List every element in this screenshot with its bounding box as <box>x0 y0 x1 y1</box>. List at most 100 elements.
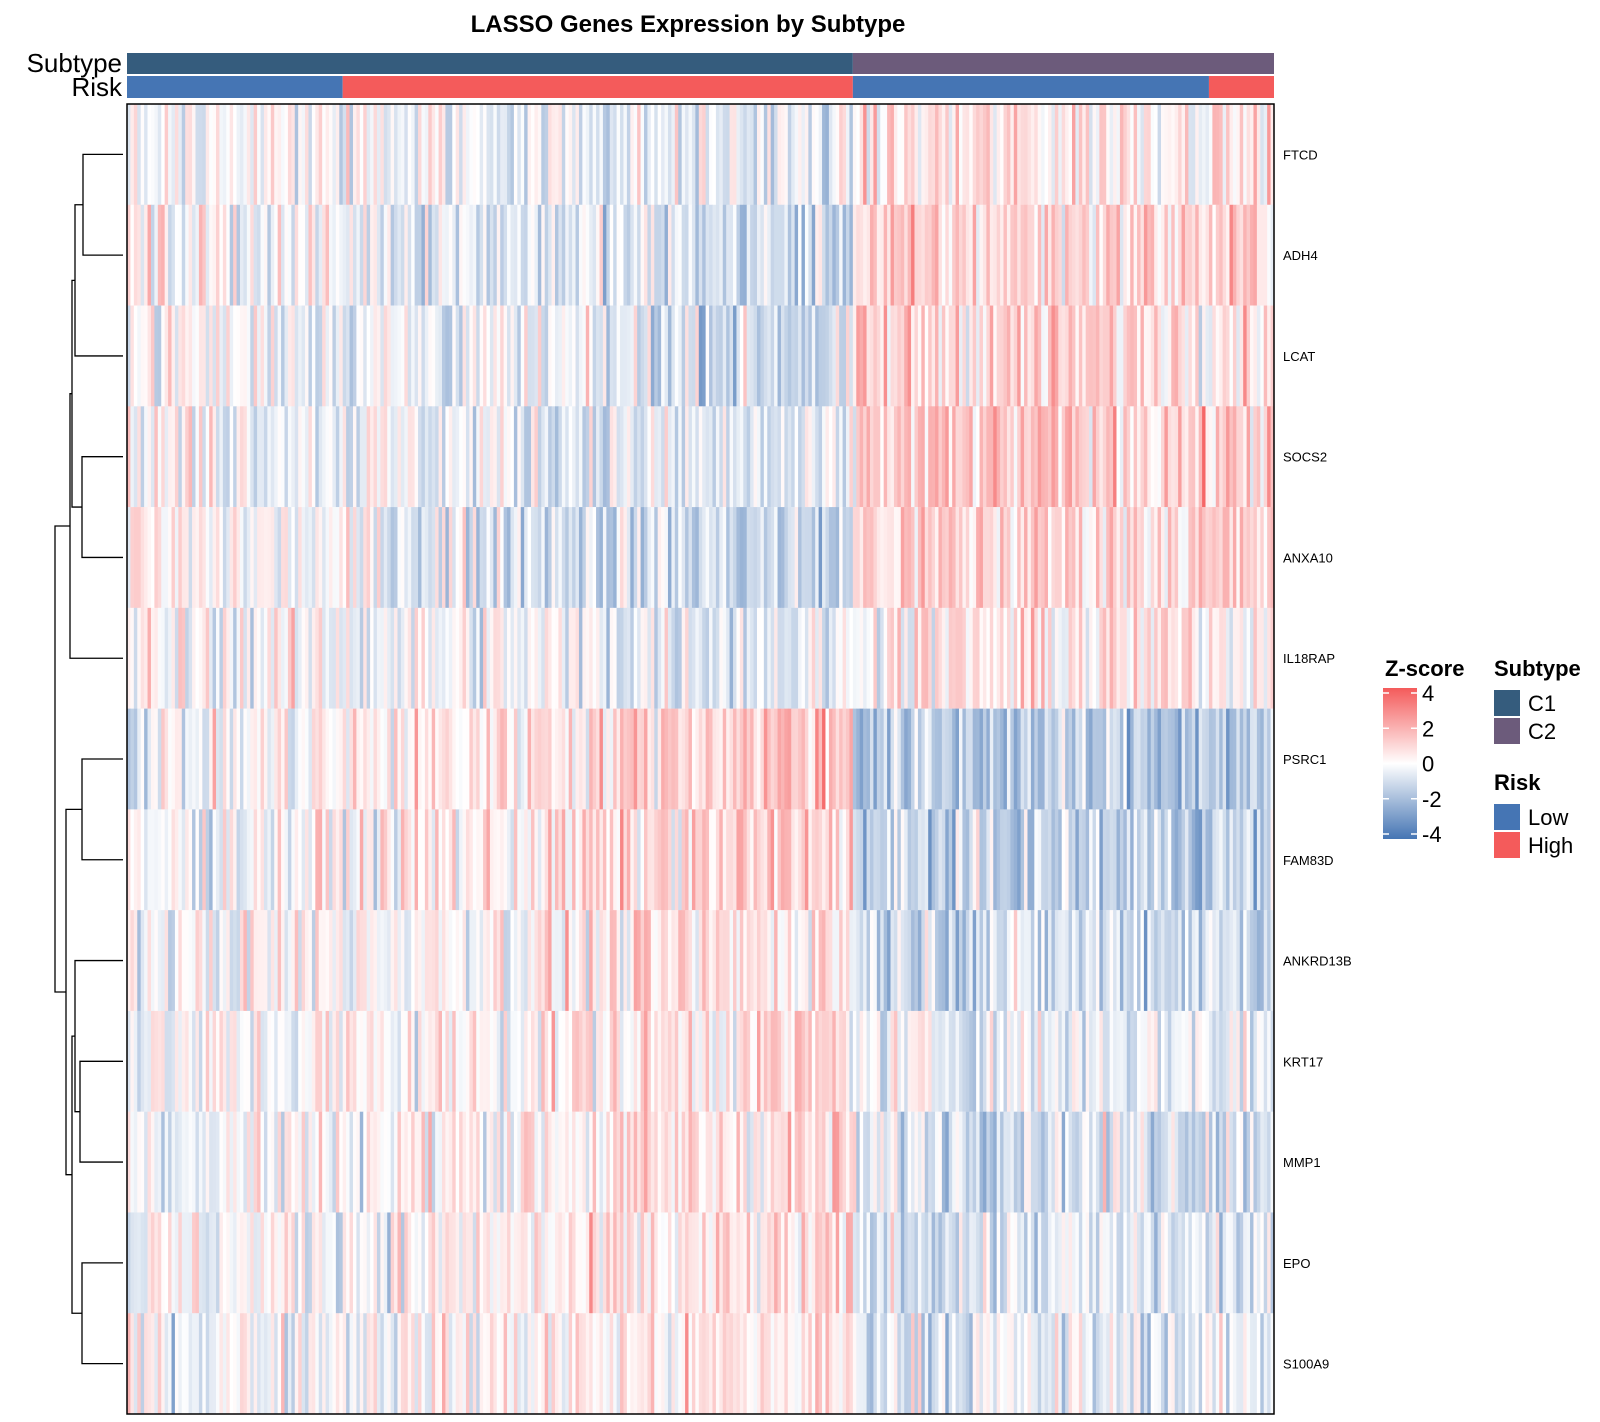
heatmap-cell <box>479 708 484 810</box>
heatmap-cell <box>876 507 881 609</box>
heatmap-cell <box>709 607 713 709</box>
heatmap-cell <box>626 1212 631 1314</box>
heatmap-cell <box>1181 507 1186 609</box>
heatmap-cell <box>239 305 244 407</box>
heatmap-cell <box>1171 507 1176 609</box>
heatmap-cell <box>787 104 792 205</box>
heatmap-cell <box>750 809 754 911</box>
heatmap-cell <box>544 305 549 407</box>
heatmap-cell <box>524 204 528 306</box>
heatmap-cell <box>1020 507 1025 609</box>
heatmap-cell <box>404 910 409 1012</box>
heatmap-cell <box>1232 607 1237 709</box>
heatmap-cell <box>287 809 292 911</box>
heatmap-cell <box>982 708 987 810</box>
heatmap-cell <box>483 1212 487 1314</box>
heatmap-cell <box>140 1010 145 1112</box>
heatmap-cell <box>856 305 861 407</box>
heatmap-cell <box>777 607 782 709</box>
heatmap-cell <box>893 406 898 508</box>
heatmap-cell <box>774 910 778 1012</box>
heatmap-cell <box>277 204 282 306</box>
heatmap-cell <box>661 305 665 407</box>
heatmap-cell <box>1195 507 1200 609</box>
heatmap-cell <box>911 607 915 709</box>
heatmap-cell <box>140 1111 145 1213</box>
heatmap-cell <box>972 104 977 205</box>
heatmap-cell <box>945 406 950 508</box>
heatmap-cell <box>623 406 628 508</box>
heatmap-cell <box>808 607 813 709</box>
heatmap-cell <box>202 1313 207 1415</box>
heatmap-cell <box>554 607 559 709</box>
heatmap-cell <box>263 305 268 407</box>
heatmap-cell <box>435 204 439 306</box>
heatmap-cell <box>1198 1111 1203 1213</box>
heatmap-cell <box>1250 910 1254 1012</box>
heatmap-cell <box>589 104 594 205</box>
heatmap-cell <box>229 1313 234 1415</box>
heatmap-cell <box>1198 1010 1203 1112</box>
heatmap-cell <box>719 910 724 1012</box>
heatmap-cell <box>1113 1010 1117 1112</box>
heatmap-cell <box>722 305 727 407</box>
heatmap-cell <box>1013 305 1018 407</box>
heatmap-cell <box>400 1010 405 1112</box>
heatmap-cell <box>127 204 131 306</box>
heatmap-cell <box>178 507 183 609</box>
heatmap-cell <box>982 607 987 709</box>
heatmap-cell <box>435 1111 439 1213</box>
heatmap-cell <box>596 910 600 1012</box>
heatmap-cell <box>746 305 751 407</box>
heatmap-cell <box>1191 1212 1196 1314</box>
heatmap-cell <box>770 1010 775 1112</box>
heatmap-cell <box>455 507 460 609</box>
heatmap-cell <box>181 204 186 306</box>
heatmap-cell <box>1202 507 1206 609</box>
heatmap-cell <box>294 1010 299 1112</box>
heatmap-cell <box>941 305 946 407</box>
heatmap-cell <box>993 406 998 508</box>
legend-zscore-tick-label: -4 <box>1422 822 1442 847</box>
heatmap-cell <box>962 708 967 810</box>
heatmap-cell <box>979 1313 984 1415</box>
heatmap-cell <box>1161 406 1165 508</box>
heatmap-cell <box>1041 507 1045 609</box>
heatmap-cell <box>250 305 255 407</box>
heatmap-cell <box>722 708 727 810</box>
heatmap-cell <box>1102 708 1107 810</box>
heatmap-cell <box>185 910 190 1012</box>
heatmap-cell <box>1003 1010 1008 1112</box>
heatmap-cell <box>1239 809 1244 911</box>
heatmap-cell <box>1071 104 1076 205</box>
heatmap-cell <box>1178 104 1182 205</box>
heatmap-cell <box>1219 305 1224 407</box>
heatmap-cell <box>342 607 347 709</box>
heatmap-cell <box>1222 507 1227 609</box>
heatmap-cell <box>329 104 333 205</box>
heatmap-cell <box>1167 1010 1172 1112</box>
heatmap-cell <box>900 204 905 306</box>
heatmap-cell <box>531 809 535 911</box>
heatmap-cell <box>462 1313 467 1415</box>
heatmap-cell <box>575 1313 580 1415</box>
heatmap-cell <box>1017 1212 1022 1314</box>
heatmap-cell <box>883 708 888 810</box>
heatmap-cell <box>811 1212 816 1314</box>
heatmap-cell <box>315 104 320 205</box>
heatmap-cell <box>1027 104 1032 205</box>
heatmap-cell <box>202 708 207 810</box>
heatmap-cell <box>178 1313 183 1415</box>
heatmap-cell <box>257 809 261 911</box>
heatmap-cell <box>263 507 268 609</box>
heatmap-cell <box>763 104 768 205</box>
heatmap-cell <box>459 708 463 810</box>
heatmap-cell <box>1020 104 1025 205</box>
heatmap-cell <box>849 607 854 709</box>
heatmap-cell <box>1116 607 1121 709</box>
heatmap-cell <box>811 1010 816 1112</box>
heatmap-cell <box>209 910 213 1012</box>
heatmap-cell <box>1054 910 1059 1012</box>
heatmap-cell <box>709 104 713 205</box>
heatmap-cell <box>952 507 956 609</box>
